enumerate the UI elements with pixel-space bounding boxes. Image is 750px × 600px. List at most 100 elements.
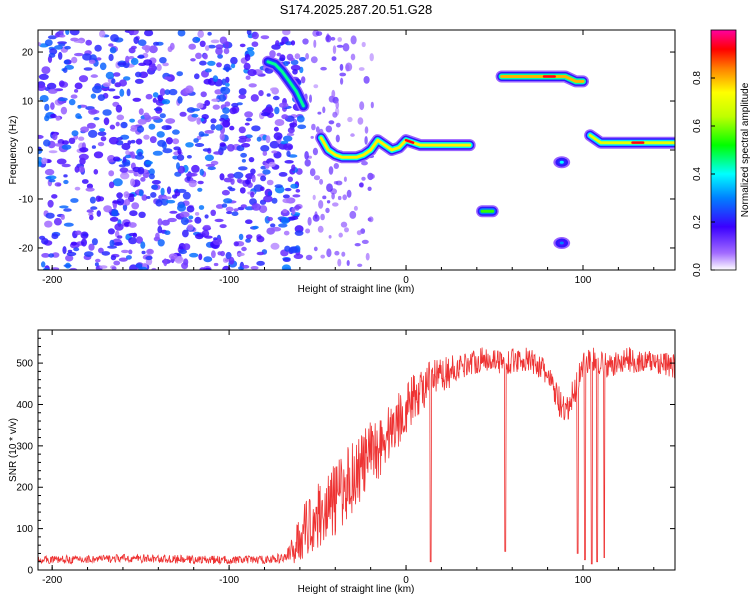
noise-speckle: [135, 71, 142, 78]
noise-speckle: [75, 230, 82, 236]
noise-speckle: [212, 104, 220, 110]
noise-speckle: [102, 109, 112, 116]
noise-speckle: [345, 62, 353, 72]
noise-speckle: [361, 41, 366, 48]
noise-speckle: [172, 129, 180, 135]
noise-speckle: [145, 160, 153, 165]
noise-speckle: [94, 44, 102, 52]
noise-speckle: [238, 233, 244, 241]
noise-speckle: [219, 36, 228, 45]
noise-speckle: [125, 55, 130, 64]
noise-speckle: [337, 195, 342, 201]
noise-speckle: [245, 238, 252, 243]
noise-speckle: [278, 172, 288, 177]
noise-speckle: [243, 62, 251, 70]
noise-speckle: [153, 107, 163, 111]
noise-speckle: [71, 56, 78, 64]
noise-speckle: [283, 143, 294, 151]
noise-speckle: [173, 146, 181, 151]
noise-speckle: [320, 213, 325, 221]
noise-speckle: [341, 251, 346, 257]
snr-panel: -200 -100 0 100 0 100 200 300 400 500 Height of …: [8, 329, 676, 595]
noise-speckle: [65, 254, 74, 262]
colorbar-tick-label: 0.0: [692, 263, 703, 277]
noise-speckle: [103, 117, 110, 126]
noise-speckle: [256, 136, 262, 142]
noise-speckle: [273, 132, 283, 141]
chart-title: S174.2025.287.20.51.G28: [280, 2, 433, 17]
noise-speckle: [91, 145, 96, 149]
noise-speckle: [221, 78, 227, 86]
noise-speckle: [242, 264, 250, 269]
noise-speckle: [159, 57, 167, 64]
noise-speckle: [149, 45, 158, 54]
noise-speckle: [177, 96, 183, 104]
noise-speckle: [326, 183, 333, 192]
noise-speckle: [164, 230, 171, 235]
noise-speckle: [212, 75, 219, 82]
noise-speckle: [370, 101, 374, 109]
noise-speckle: [97, 142, 105, 147]
noise-speckle: [137, 166, 145, 175]
noise-speckle: [112, 200, 121, 204]
noise-speckle: [238, 94, 246, 100]
noise-speckle: [225, 206, 234, 212]
noise-speckle: [148, 173, 155, 180]
noise-speckle: [137, 151, 143, 157]
noise-speckle: [54, 143, 64, 147]
noise-speckle: [359, 101, 365, 111]
noise-speckle: [143, 59, 153, 66]
noise-speckle: [217, 251, 223, 256]
noise-speckle: [138, 211, 146, 218]
noise-speckle: [60, 214, 65, 220]
noise-speckle: [194, 216, 202, 224]
noise-speckle: [260, 35, 270, 40]
noise-speckle: [108, 53, 114, 62]
noise-speckle: [251, 41, 259, 47]
noise-speckle: [282, 194, 290, 199]
noise-speckle: [284, 160, 294, 164]
noise-speckle: [62, 67, 68, 73]
noise-speckle: [266, 179, 274, 186]
noise-speckle: [325, 35, 332, 43]
noise-speckle: [116, 192, 123, 199]
noise-speckle: [245, 234, 253, 240]
noise-speckle: [361, 161, 368, 166]
noise-speckle: [186, 205, 195, 213]
noise-speckle: [225, 66, 230, 73]
noise-speckle: [168, 88, 178, 96]
noise-speckle: [112, 95, 121, 100]
noise-speckle: [67, 249, 73, 253]
noise-speckle: [70, 37, 79, 42]
noise-speckle: [136, 125, 145, 133]
noise-speckle: [133, 36, 139, 44]
noise-speckle: [229, 125, 235, 131]
noise-speckle: [335, 100, 340, 109]
noise-speckle: [38, 146, 42, 151]
noise-speckle: [260, 186, 265, 191]
x-tick-label: -200: [42, 575, 62, 586]
noise-speckle: [96, 57, 102, 61]
noise-speckle: [200, 91, 207, 98]
noise-speckle: [85, 39, 92, 46]
noise-speckle: [269, 50, 276, 58]
noise-speckle: [332, 202, 339, 207]
noise-speckle: [195, 52, 202, 59]
noise-speckle: [218, 94, 227, 102]
noise-speckle: [107, 88, 116, 92]
noise-speckle: [291, 164, 296, 172]
noise-speckle: [325, 207, 330, 214]
noise-speckle: [70, 198, 79, 203]
noise-speckle: [105, 71, 115, 80]
noise-speckle: [135, 138, 143, 145]
noise-speckle: [228, 256, 235, 265]
noise-speckle: [172, 155, 179, 160]
noise-speckle: [89, 214, 94, 221]
noise-speckle: [364, 136, 368, 145]
noise-speckle: [161, 99, 171, 105]
noise-speckle: [107, 155, 116, 163]
noise-speckle: [331, 56, 337, 61]
noise-speckle: [177, 204, 186, 212]
noise-speckle: [88, 108, 98, 115]
noise-speckle: [251, 31, 259, 40]
